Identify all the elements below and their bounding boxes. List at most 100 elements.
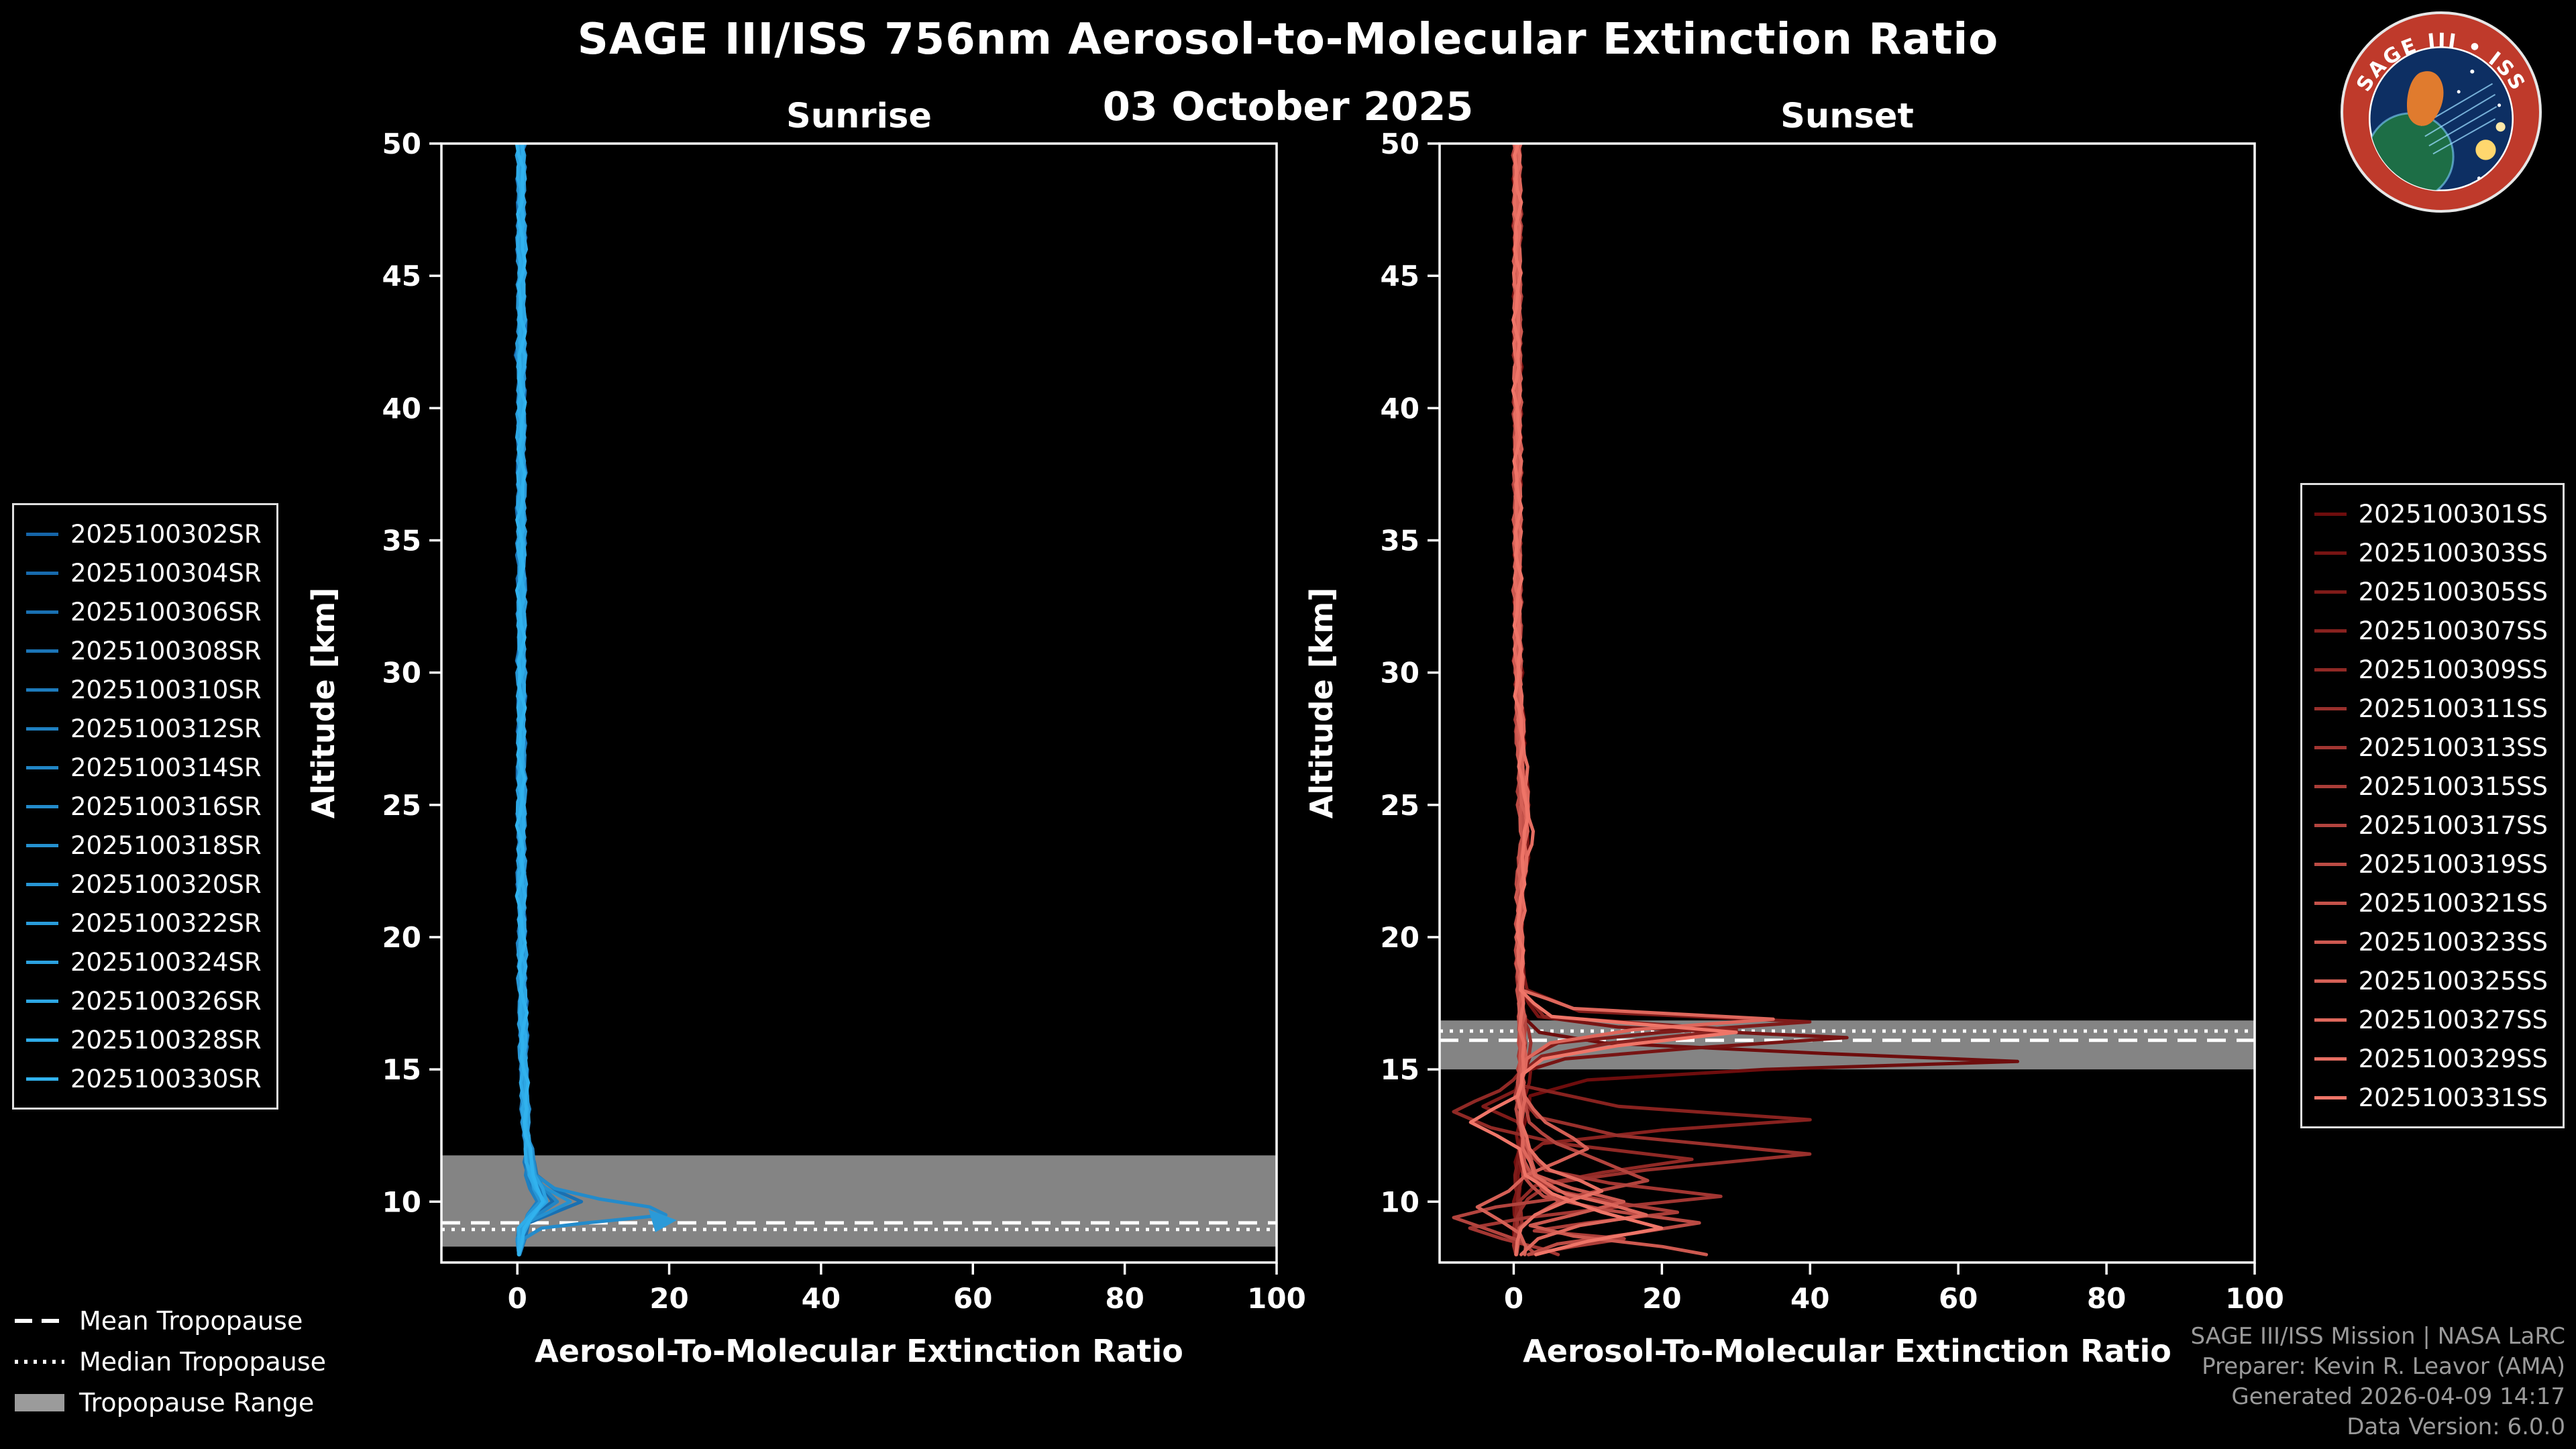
svg-text:20: 20 [382, 921, 421, 954]
legend-line-sample [26, 532, 58, 536]
legend-item: 2025100313SS [2314, 728, 2548, 767]
legend-item: 2025100323SS [2314, 922, 2548, 961]
legend-item-label: 2025100322SR [70, 908, 262, 938]
legend-item-label: 2025100328SR [70, 1025, 262, 1055]
sunrise-plot: 0 20 40 60 80 100 10 15 20 25 30 35 40 45 50 Aerosol-To… [305, 97, 1306, 1369]
legend-item: 2025100327SS [2314, 1000, 2548, 1039]
svg-text:20: 20 [1642, 1282, 1681, 1315]
legend-item: 2025100314SR [26, 748, 262, 787]
svg-text:10: 10 [382, 1185, 421, 1218]
tropopause-range-row: Tropopause Range [13, 1382, 326, 1423]
tropopause-range-label: Tropopause Range [79, 1387, 315, 1417]
legend-item: 2025100321SS [2314, 883, 2548, 922]
legend-item-label: 2025100314SR [70, 753, 262, 782]
svg-text:Aerosol-To-Molecular Extinctio: Aerosol-To-Molecular Extinction Ratio [1523, 1333, 2171, 1369]
legend-item-label: 2025100325SS [2358, 966, 2548, 996]
logo-figure [2406, 71, 2444, 126]
legend-item: 2025100325SS [2314, 961, 2548, 1000]
mean-tropopause-row: Mean Tropopause [13, 1300, 326, 1341]
legend-item: 2025100304SR [26, 553, 262, 592]
legend-item: 2025100317SS [2314, 806, 2548, 845]
median-tropopause-label: Median Tropopause [79, 1346, 326, 1377]
legend-line-sample [2314, 1095, 2347, 1099]
legend-item: 2025100307SS [2314, 611, 2548, 650]
legend-line-sample [2314, 1057, 2347, 1061]
svg-text:30: 30 [382, 657, 421, 690]
legend-item: 2025100319SS [2314, 845, 2548, 883]
legend-line-sample [2314, 901, 2347, 905]
svg-text:0: 0 [1504, 1282, 1523, 1315]
legend-item-label: 2025100311SS [2358, 694, 2548, 723]
legend-item: 2025100320SR [26, 865, 262, 904]
legend-item-label: 2025100323SS [2358, 927, 2548, 957]
legend-line-sample [2314, 629, 2347, 633]
legend-item-label: 2025100304SR [70, 558, 262, 588]
page-title: SAGE III/ISS 756nm Aerosol-to-Molecular … [577, 15, 1999, 64]
legend-item-label: 2025100308SR [70, 636, 262, 665]
legend-item: 2025100326SR [26, 981, 262, 1020]
legend-line-sample [26, 921, 58, 925]
legend-item-label: 2025100330SR [70, 1064, 262, 1093]
legend-item: 2025100316SR [26, 787, 262, 826]
legend-item-label: 2025100307SS [2358, 616, 2548, 645]
svg-text:Sunrise: Sunrise [786, 97, 932, 136]
svg-text:60: 60 [953, 1282, 992, 1315]
median-tropopause-sample [15, 1359, 64, 1364]
credit-line: Preparer: Kevin R. Leavor (AMA) [2202, 1353, 2565, 1380]
legend-line-sample [26, 688, 58, 692]
svg-text:50: 50 [1381, 127, 1419, 160]
tropopause-range-sample [15, 1393, 64, 1411]
svg-text:Sunset: Sunset [1780, 97, 1914, 136]
legend-item: 2025100312SR [26, 709, 262, 748]
sage-iss-mission-logo: SAGE III • ISS [2341, 11, 2542, 213]
legend-line-sample [2314, 862, 2347, 866]
svg-text:0: 0 [508, 1282, 527, 1315]
legend-item-label: 2025100327SS [2358, 1005, 2548, 1034]
legend-item-label: 2025100302SR [70, 519, 262, 549]
legend-item-label: 2025100306SR [70, 597, 262, 627]
legend-line-sample [26, 649, 58, 653]
svg-text:40: 40 [802, 1282, 841, 1315]
legend-line-sample [26, 804, 58, 808]
legend-line-sample [2314, 667, 2347, 672]
svg-text:40: 40 [382, 392, 421, 425]
legend-item: 2025100309SS [2314, 650, 2548, 689]
credits: SAGE III/ISS Mission | NASA LaRC Preparer… [2190, 1322, 2565, 1442]
svg-text:45: 45 [382, 260, 421, 292]
legend-item: 2025100308SR [26, 631, 262, 670]
legend-line-sample [26, 610, 58, 614]
sunset-legend: 2025100301SS 2025100303SS 2025100305SS 2… [2300, 483, 2565, 1128]
legend-item: 2025100302SR [26, 515, 262, 553]
median-tropopause-row: Median Tropopause [13, 1341, 326, 1382]
legend-line-sample [2314, 706, 2347, 710]
svg-text:100: 100 [2225, 1282, 2284, 1315]
legend-item: 2025100311SS [2314, 689, 2548, 728]
legend-line-sample [26, 727, 58, 731]
legend-item-label: 2025100301SS [2358, 499, 2548, 529]
legend-line-sample [26, 1038, 58, 1042]
legend-item-label: 2025100303SS [2358, 538, 2548, 568]
svg-text:60: 60 [1939, 1282, 1978, 1315]
legend-line-sample [26, 882, 58, 886]
svg-text:25: 25 [1381, 789, 1419, 822]
legend-item-label: 2025100329SS [2358, 1044, 2548, 1073]
legend-item-label: 2025100324SR [70, 947, 262, 977]
mean-tropopause-label: Mean Tropopause [79, 1305, 303, 1336]
svg-text:80: 80 [2087, 1282, 2126, 1315]
legend-item: 2025100331SS [2314, 1078, 2548, 1117]
legend-item-label: 2025100317SS [2358, 810, 2548, 840]
legend-item: 2025100306SR [26, 592, 262, 631]
sunset-plot: 0 20 40 60 80 100 10 15 20 25 30 35 40 45 50 Aerosol-To… [1303, 97, 2284, 1369]
legend-item: 2025100303SS [2314, 533, 2548, 572]
legend-line-sample [2314, 590, 2347, 594]
legend-line-sample [2314, 940, 2347, 944]
svg-text:40: 40 [1790, 1282, 1829, 1315]
legend-item: 2025100330SR [26, 1059, 262, 1098]
credit-line: Data Version: 6.0.0 [2347, 1413, 2565, 1440]
svg-text:20: 20 [1381, 921, 1419, 954]
legend-line-sample [26, 765, 58, 769]
credit-line: Generated 2026-04-09 14:17 [2231, 1383, 2565, 1410]
svg-text:15: 15 [1381, 1053, 1419, 1086]
legend-item-label: 2025100318SR [70, 830, 262, 860]
